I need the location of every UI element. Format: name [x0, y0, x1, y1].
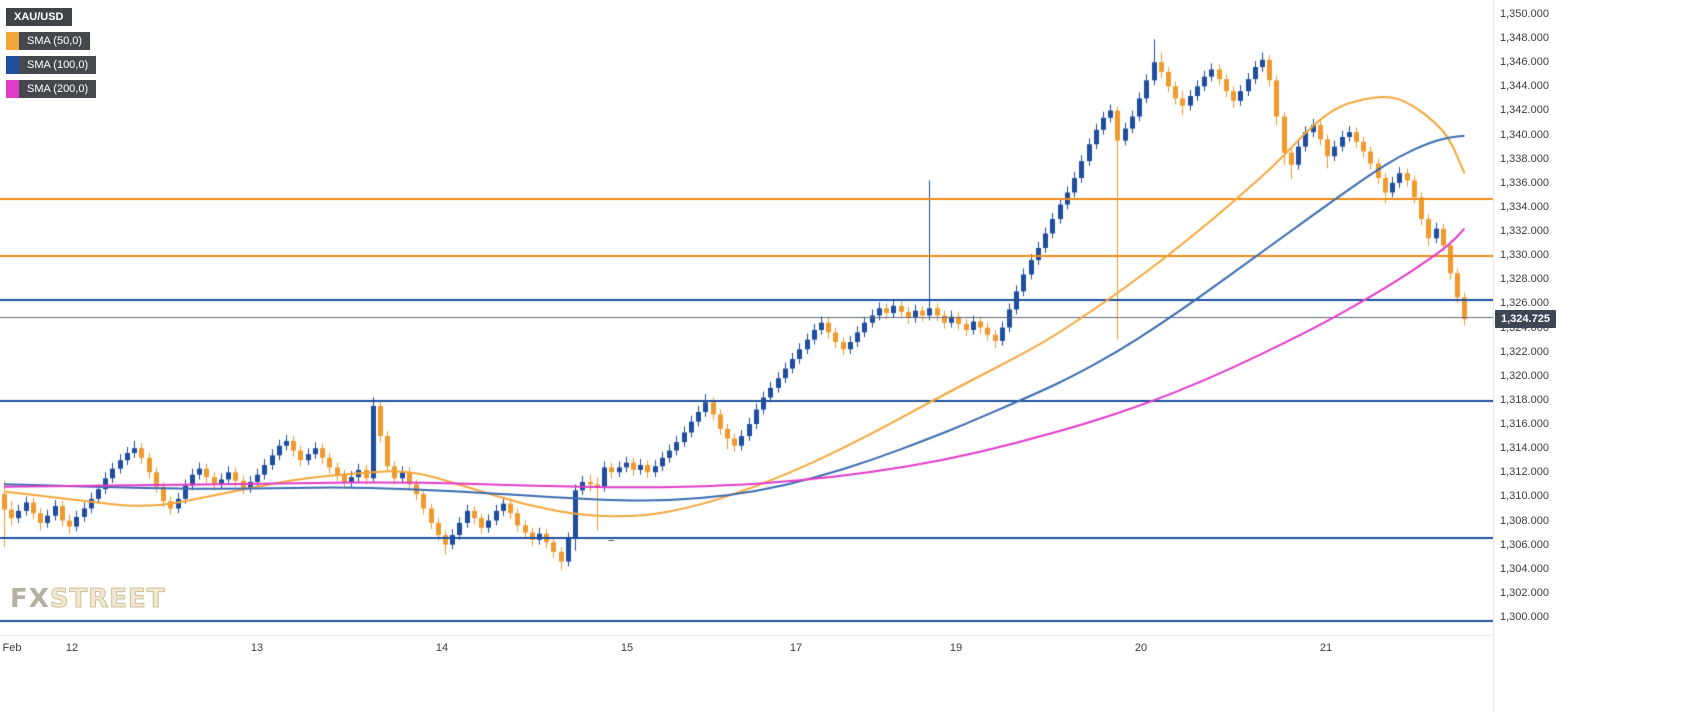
- price-tick-label: 1,346.000: [1500, 56, 1549, 69]
- price-tick-label: 1,326.000: [1500, 297, 1549, 310]
- price-tick-label: 1,348.000: [1500, 32, 1549, 45]
- time-axis-label: 12: [65, 642, 79, 654]
- price-tick-label: 1,332.000: [1500, 225, 1549, 238]
- price-tick-label: 1,306.000: [1500, 538, 1549, 551]
- sma50-label: SMA (50,0): [19, 32, 91, 50]
- watermark-street-text: STREET: [49, 584, 166, 615]
- symbol-label: XAU/USD: [6, 8, 72, 26]
- price-tick-label: 1,300.000: [1500, 611, 1549, 623]
- time-axis-label: 13: [250, 642, 264, 654]
- price-tick-label: 1,342.000: [1500, 104, 1549, 117]
- price-tick-label: 1,336.000: [1500, 176, 1549, 189]
- legend-item-sma50[interactable]: SMA (50,0): [6, 32, 91, 50]
- price-tick-label: 1,344.000: [1500, 80, 1549, 93]
- time-axis[interactable]: Feb 12 13 14 15 17 19 20 21: [0, 635, 1493, 660]
- price-tick-label: 1,350.000: [1500, 8, 1549, 20]
- price-tick-label: 1,338.000: [1500, 152, 1549, 165]
- price-tick-label: 1,312.000: [1500, 466, 1549, 479]
- time-axis-label: Feb: [2, 642, 22, 654]
- time-axis-label: 20: [1134, 642, 1148, 654]
- sma200-color-chip: [6, 80, 19, 98]
- time-axis-label: 19: [949, 642, 963, 654]
- price-tick-label: 1,334.000: [1500, 200, 1549, 213]
- price-tick-label: 1,330.000: [1500, 249, 1549, 262]
- price-tick-label: 1,340.000: [1500, 128, 1549, 141]
- last-price-badge: 1,324.725: [1495, 309, 1556, 328]
- time-axis-label: 15: [620, 642, 634, 654]
- price-axis[interactable]: 1,324.725 1,350.000 1,348.000 1,346.000 1,3…: [1493, 0, 1707, 712]
- price-tick-label: 1,302.000: [1500, 586, 1549, 599]
- legend-item-sma200[interactable]: SMA (200,0): [6, 80, 97, 98]
- candlestick-chart-canvas[interactable]: [0, 0, 1493, 635]
- time-axis-label: 14: [435, 642, 449, 654]
- time-axis-label: 21: [1319, 642, 1333, 654]
- sma100-label: SMA (100,0): [19, 56, 97, 74]
- legend-item-symbol[interactable]: XAU/USD: [6, 8, 72, 26]
- sma50-color-chip: [6, 32, 19, 50]
- price-tick-label: 1,316.000: [1500, 418, 1549, 431]
- price-tick-label: 1,322.000: [1500, 345, 1549, 358]
- legend-item-sma100[interactable]: SMA (100,0): [6, 56, 97, 74]
- price-tick-label: 1,304.000: [1500, 562, 1549, 575]
- price-tick-label: 1,310.000: [1500, 490, 1549, 503]
- chart-legend: XAU/USD SMA (50,0) SMA (100,0) SMA (200,…: [6, 8, 97, 98]
- price-tick-label: 1,314.000: [1500, 442, 1549, 455]
- watermark-fx-text: FX: [10, 584, 50, 614]
- price-tick-label: 1,318.000: [1500, 393, 1549, 406]
- price-tick-label: 1,328.000: [1500, 273, 1549, 286]
- price-tick-label: 1,320.000: [1500, 369, 1549, 382]
- fxstreet-watermark: FXSTREET: [10, 584, 166, 615]
- sma100-color-chip: [6, 56, 19, 74]
- time-axis-label: 17: [789, 642, 803, 654]
- sma200-label: SMA (200,0): [19, 80, 97, 98]
- price-tick-label: 1,308.000: [1500, 514, 1549, 527]
